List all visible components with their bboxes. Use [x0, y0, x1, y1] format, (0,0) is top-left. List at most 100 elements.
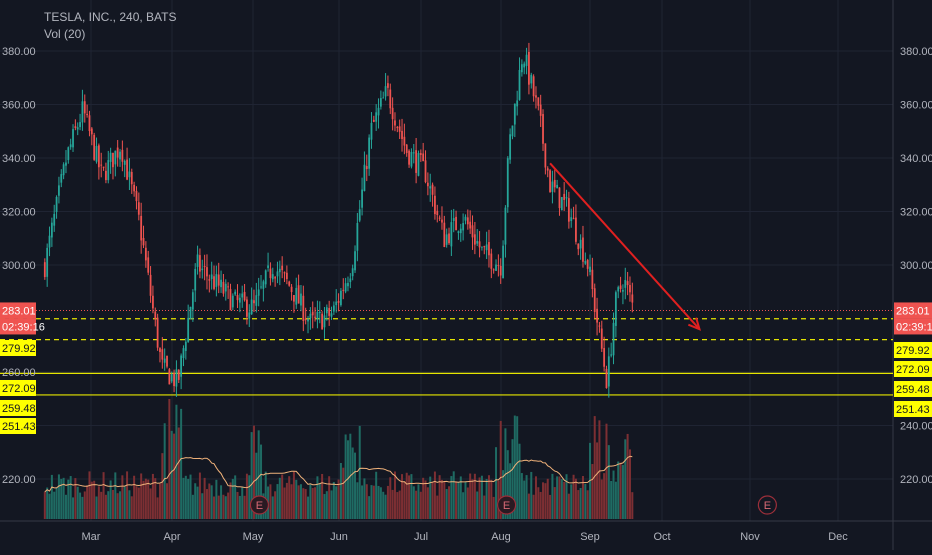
candle-body — [617, 287, 620, 292]
candle-body — [365, 166, 368, 170]
level-price-label-background — [0, 340, 36, 356]
volume-bar — [502, 470, 505, 519]
candle-body — [417, 152, 420, 176]
volume-indicator-title[interactable]: Vol (20) — [44, 27, 86, 41]
volume-bar — [297, 485, 300, 519]
candle-body — [398, 126, 401, 132]
volume-bar — [213, 496, 216, 519]
volume-bar — [123, 486, 126, 519]
volume-bar — [551, 473, 554, 519]
volume-bar — [107, 491, 110, 519]
candle-body — [473, 234, 476, 245]
volume-bar — [288, 476, 291, 519]
volume-bar — [147, 479, 150, 519]
candle-body — [570, 217, 573, 222]
earnings-marker-icon[interactable] — [497, 495, 517, 515]
candle-body — [490, 253, 493, 269]
volume-bar — [471, 479, 474, 519]
volume-bar — [440, 479, 443, 519]
countdown-label-background — [894, 318, 932, 335]
earnings-marker-label[interactable]: E — [256, 500, 263, 512]
candle-body — [95, 145, 98, 162]
candle-body — [516, 100, 519, 107]
candle-body — [511, 125, 514, 137]
candle-body — [90, 128, 93, 135]
volume-bar — [492, 496, 495, 519]
volume-bar — [563, 481, 566, 519]
volume-bar — [81, 496, 84, 519]
candle-body — [156, 317, 159, 348]
horizontal-levels[interactable] — [0, 309, 893, 396]
volume-bar — [391, 489, 394, 519]
volume-bar — [396, 492, 399, 519]
volume-bar — [194, 483, 197, 519]
trend-arrow-line[interactable] — [549, 162, 701, 330]
volume-bar — [539, 491, 542, 519]
candle-body — [135, 190, 138, 202]
volume-bar — [466, 487, 469, 519]
volume-bar — [299, 484, 302, 519]
candle-body — [391, 107, 394, 120]
volume-bar — [175, 404, 178, 519]
volume-bar — [495, 447, 498, 519]
volume-bar — [60, 478, 63, 519]
candle-body — [250, 299, 253, 315]
volume-bar — [86, 485, 89, 519]
volume-bar — [344, 434, 347, 519]
left-price-tick-label: 360.00 — [2, 100, 36, 112]
candle-body — [180, 355, 183, 377]
earnings-marker-icon[interactable] — [249, 495, 270, 515]
candle-body — [612, 322, 615, 356]
candle-body — [267, 265, 269, 268]
candle-body — [448, 233, 450, 244]
trend-arrow[interactable] — [549, 162, 702, 331]
volume-bar — [274, 491, 277, 519]
volume-bar — [379, 487, 382, 519]
volume-bar — [335, 486, 338, 519]
volume-bar — [276, 484, 279, 519]
volume-bar — [97, 486, 100, 519]
candle-body — [255, 295, 258, 306]
volume-bar — [46, 487, 49, 519]
candle-body — [203, 266, 206, 268]
volume-bar — [375, 471, 378, 519]
candle-body — [582, 237, 584, 262]
level-price-label-background — [0, 380, 36, 396]
candle-body — [579, 239, 582, 249]
volume-bar — [577, 490, 580, 519]
volume-bar — [530, 471, 533, 519]
candle-body — [241, 293, 244, 298]
volume-bar — [464, 481, 467, 519]
candle-body — [426, 182, 429, 187]
candle-body — [208, 279, 211, 281]
candle-body — [318, 311, 321, 313]
candle-body — [513, 103, 516, 125]
candle-body — [149, 274, 152, 296]
candle-body — [137, 202, 140, 215]
volume-bar — [382, 491, 385, 519]
volume-bar — [243, 495, 246, 519]
candle-body — [112, 152, 114, 168]
trend-arrow-head[interactable] — [687, 317, 702, 331]
volume-bar — [111, 489, 114, 519]
volume-bar — [614, 481, 617, 519]
candle-body — [401, 130, 403, 139]
volume-bar — [304, 489, 307, 519]
earnings-marker-label[interactable]: E — [503, 500, 510, 512]
symbol-title[interactable]: TESLA, INC., 240, BATS — [44, 10, 177, 24]
volume-bar — [560, 479, 563, 519]
volume-bar — [610, 480, 613, 519]
volume-bar — [170, 430, 173, 519]
volume-bar — [619, 462, 622, 519]
volume-bar — [621, 464, 624, 519]
volume-bar — [236, 491, 239, 519]
volume-bar — [356, 482, 359, 519]
earnings-marker-label[interactable]: E — [764, 500, 771, 512]
candle-body — [154, 311, 157, 320]
volume-bar — [62, 477, 65, 519]
candle-body — [549, 170, 551, 193]
earnings-marker-icon[interactable] — [757, 495, 777, 515]
